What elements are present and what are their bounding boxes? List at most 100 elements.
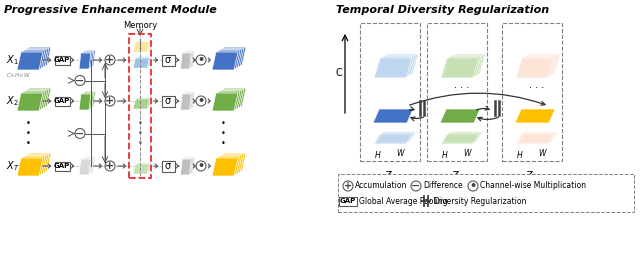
Circle shape bbox=[196, 96, 206, 106]
Polygon shape bbox=[134, 57, 151, 67]
Polygon shape bbox=[441, 134, 479, 144]
Polygon shape bbox=[81, 158, 92, 174]
Polygon shape bbox=[136, 163, 152, 173]
Polygon shape bbox=[516, 58, 554, 78]
Text: H: H bbox=[517, 152, 523, 161]
Circle shape bbox=[105, 161, 115, 171]
FancyBboxPatch shape bbox=[54, 162, 70, 170]
Circle shape bbox=[75, 76, 85, 86]
Polygon shape bbox=[216, 156, 242, 174]
Polygon shape bbox=[25, 88, 51, 106]
Polygon shape bbox=[440, 109, 480, 123]
FancyArrowPatch shape bbox=[478, 117, 499, 121]
Text: +: + bbox=[106, 96, 115, 106]
Polygon shape bbox=[376, 133, 414, 143]
Polygon shape bbox=[83, 50, 95, 66]
Polygon shape bbox=[443, 57, 481, 77]
Text: •
•
•: • • • bbox=[221, 119, 225, 148]
Polygon shape bbox=[381, 54, 419, 74]
Text: GAP: GAP bbox=[54, 98, 70, 104]
Polygon shape bbox=[21, 156, 47, 174]
Polygon shape bbox=[17, 93, 43, 111]
Polygon shape bbox=[218, 154, 244, 172]
Text: •: • bbox=[197, 96, 205, 106]
FancyBboxPatch shape bbox=[161, 55, 175, 66]
FancyBboxPatch shape bbox=[161, 161, 175, 172]
Text: $Z_1$: $Z_1$ bbox=[384, 169, 396, 183]
FancyArrowPatch shape bbox=[411, 117, 424, 121]
Polygon shape bbox=[182, 158, 192, 174]
Polygon shape bbox=[214, 92, 240, 110]
Polygon shape bbox=[25, 153, 51, 171]
Text: $Z_T$: $Z_T$ bbox=[525, 169, 539, 183]
FancyBboxPatch shape bbox=[161, 95, 175, 106]
Text: •
•
•: • • • bbox=[138, 119, 143, 148]
Polygon shape bbox=[180, 53, 191, 69]
Text: •: • bbox=[197, 55, 205, 65]
Polygon shape bbox=[182, 93, 192, 109]
Text: GAP: GAP bbox=[54, 163, 70, 169]
Circle shape bbox=[468, 181, 478, 191]
Polygon shape bbox=[441, 58, 479, 78]
Polygon shape bbox=[447, 54, 485, 74]
Text: H: H bbox=[375, 152, 381, 161]
Polygon shape bbox=[220, 153, 246, 171]
Text: −: − bbox=[76, 129, 84, 138]
Text: •: • bbox=[197, 161, 205, 171]
Polygon shape bbox=[184, 92, 195, 108]
Polygon shape bbox=[214, 157, 240, 175]
Polygon shape bbox=[373, 109, 413, 123]
Text: Global Average Pooling: Global Average Pooling bbox=[359, 197, 447, 206]
Polygon shape bbox=[218, 48, 244, 66]
Circle shape bbox=[105, 96, 115, 106]
Polygon shape bbox=[518, 133, 556, 143]
Polygon shape bbox=[180, 159, 191, 175]
Polygon shape bbox=[17, 158, 43, 176]
Polygon shape bbox=[25, 47, 51, 65]
Polygon shape bbox=[515, 109, 555, 123]
Polygon shape bbox=[19, 51, 45, 69]
Text: Accumulation: Accumulation bbox=[355, 182, 408, 190]
Circle shape bbox=[75, 129, 85, 138]
Text: $X_2$: $X_2$ bbox=[6, 94, 19, 108]
Polygon shape bbox=[133, 42, 150, 52]
Polygon shape bbox=[376, 57, 414, 77]
Circle shape bbox=[411, 181, 421, 191]
FancyArrowPatch shape bbox=[410, 107, 414, 111]
Polygon shape bbox=[83, 91, 95, 107]
Polygon shape bbox=[133, 99, 150, 109]
Polygon shape bbox=[79, 53, 91, 69]
Polygon shape bbox=[445, 55, 483, 76]
Polygon shape bbox=[212, 52, 238, 70]
Polygon shape bbox=[81, 52, 92, 68]
Text: C: C bbox=[335, 68, 342, 78]
Text: H: H bbox=[442, 152, 448, 161]
Polygon shape bbox=[21, 50, 47, 68]
Polygon shape bbox=[212, 158, 238, 176]
Text: Memory: Memory bbox=[123, 21, 157, 30]
Circle shape bbox=[196, 161, 206, 171]
Polygon shape bbox=[378, 132, 416, 142]
Text: W: W bbox=[538, 148, 546, 157]
Polygon shape bbox=[216, 50, 242, 68]
Polygon shape bbox=[136, 98, 152, 108]
Polygon shape bbox=[23, 89, 49, 108]
Polygon shape bbox=[136, 41, 152, 51]
Polygon shape bbox=[79, 94, 91, 110]
Polygon shape bbox=[218, 89, 244, 108]
Text: •
•
•: • • • bbox=[26, 119, 31, 148]
Polygon shape bbox=[220, 88, 246, 106]
Text: Diversity Regularization: Diversity Regularization bbox=[434, 197, 526, 206]
Text: · · ·: · · · bbox=[529, 83, 545, 93]
Polygon shape bbox=[19, 92, 45, 110]
Text: −: − bbox=[76, 76, 84, 86]
Polygon shape bbox=[82, 92, 94, 108]
Text: GAP: GAP bbox=[340, 198, 356, 204]
Text: +: + bbox=[106, 55, 115, 65]
Text: · · ·: · · · bbox=[454, 83, 470, 93]
Text: σ: σ bbox=[165, 96, 171, 106]
Polygon shape bbox=[136, 57, 152, 67]
Polygon shape bbox=[180, 94, 191, 110]
Polygon shape bbox=[81, 93, 92, 109]
Polygon shape bbox=[184, 51, 195, 67]
